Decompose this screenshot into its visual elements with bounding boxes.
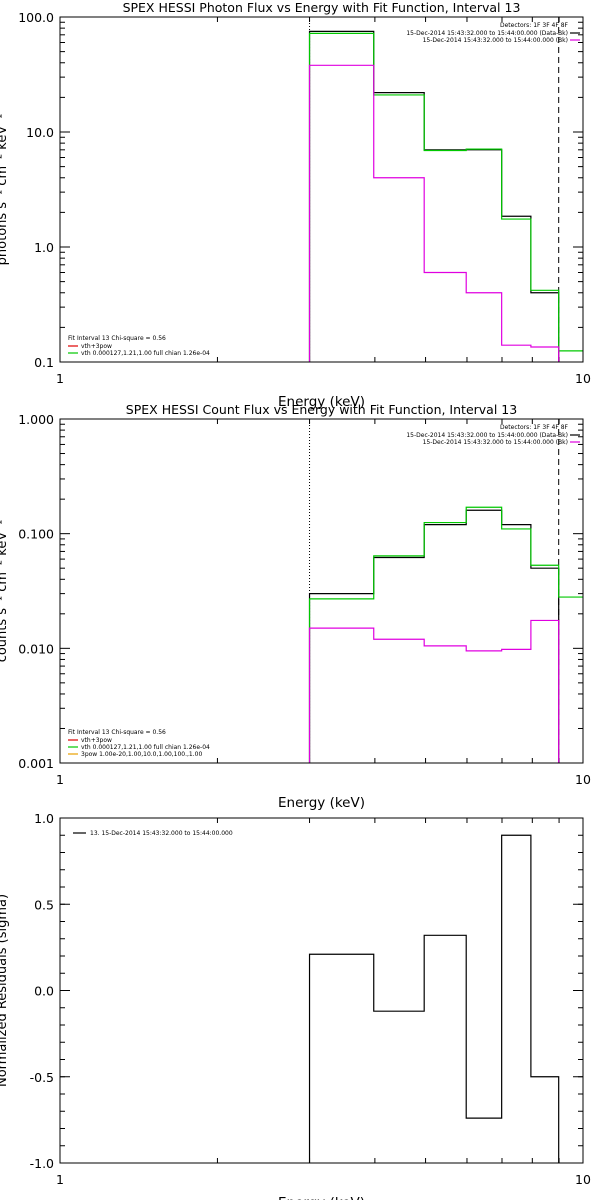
y-tick-label: 100.0	[18, 10, 54, 25]
x-axis-label: Energy (keV)	[278, 1195, 365, 1200]
legend-entry-text: 15-Dec-2014 15:43:32.000 to 15:44:00.000…	[406, 30, 568, 37]
fit-legend-entry: 3pow 1.00e-20,1.00,10.0,1.00,100.,1.00	[81, 751, 202, 758]
fit-legend: Fit Interval 13 Chi-square = 0.56vth+3po…	[68, 729, 210, 758]
y-tick-label: 1.0	[34, 240, 54, 255]
x-tick-label: 10	[575, 371, 591, 386]
y-axis-label: photons s⁻¹ cm⁻² keV⁻¹	[0, 114, 10, 266]
y-tick-label: -0.5	[30, 1070, 54, 1085]
series-3-step	[308, 64, 560, 362]
series-1-step	[308, 30, 560, 362]
y-tick-label: 0.1	[34, 355, 54, 370]
fit-legend-entry: vth+3pow	[81, 737, 112, 744]
x-axis-label: Energy (keV)	[278, 394, 365, 410]
legend-entry-text: 15-Dec-2014 15:43:32.000 to 15:44:00.000…	[423, 37, 568, 44]
series-group	[308, 30, 583, 362]
fit-legend: Fit Interval 13 Chi-square = 0.56vth+3po…	[68, 335, 210, 357]
y-tick-label: 1.0	[34, 811, 54, 826]
fit-legend-entry: vth+3pow	[81, 343, 112, 350]
legend-entry-text: 15-Dec-2014 15:43:32.000 to 15:44:00.000…	[406, 432, 568, 439]
y-tick-label: 0.5	[34, 897, 54, 912]
x-tick-label: 1	[56, 371, 64, 386]
fit-legend-header: Fit Interval 13 Chi-square = 0.56	[68, 729, 166, 736]
y-axis-label: counts s⁻¹ cm⁻² keV⁻¹	[0, 520, 10, 663]
x-axis-label: Energy (keV)	[278, 795, 365, 811]
y-tick-label: 0.100	[18, 527, 54, 542]
y-tick-label: 10.0	[26, 125, 54, 140]
series-group	[308, 506, 583, 763]
chart-panel-3: 1 10 -1.0 -0.5 0.0 0.5 1.0 Energy (keV) Normaliz…	[0, 811, 591, 1200]
y-axis-label: Normalized Residuals (sigma)	[0, 894, 10, 1087]
x-tick-label: 10	[575, 772, 591, 787]
x-tick-label: 10	[575, 1172, 591, 1187]
chart-title: SPEX HESSI Photon Flux vs Energy with Fi…	[123, 0, 521, 15]
legend-header: Detectors: 1F 3F 4F 8F	[500, 424, 569, 431]
y-tick-label: 0.0	[34, 984, 54, 999]
chart-panel-1: SPEX HESSI Photon Flux vs Energy with Fi…	[0, 0, 591, 410]
plot-frame	[59, 817, 584, 1164]
series-2-step	[308, 32, 583, 362]
series-group	[308, 834, 560, 1163]
legend-header: Detectors: 1F 3F 4F 8F	[500, 22, 569, 29]
x-tick-label: 1	[56, 1172, 64, 1187]
series-1-step	[308, 834, 560, 1163]
legend-entry-text: 13. 15-Dec-2014 15:43:32.000 to 15:44:00…	[90, 830, 233, 837]
x-tick-label: 1	[56, 772, 64, 787]
fit-legend-entry: vth 0.000127,1.21,1.00 full chian 1.26e-…	[81, 350, 210, 357]
series-1-step	[308, 509, 560, 763]
fit-legend-header: Fit Interval 13 Chi-square = 0.56	[68, 335, 166, 342]
top-legend: 13. 15-Dec-2014 15:43:32.000 to 15:44:00…	[73, 830, 233, 837]
series-3-step	[308, 619, 560, 763]
y-tick-label: 1.000	[18, 412, 54, 427]
legend-entry-text: 15-Dec-2014 15:43:32.000 to 15:44:00.000…	[423, 439, 568, 446]
y-tick-label: -1.0	[30, 1156, 54, 1171]
plot-frame	[59, 418, 584, 764]
y-tick-label: 0.010	[18, 641, 54, 656]
plot-frame	[59, 16, 584, 363]
chart-panel-2: SPEX HESSI Count Flux vs Energy with Fit…	[0, 402, 591, 811]
chart-title: SPEX HESSI Count Flux vs Energy with Fit…	[126, 402, 517, 417]
fit-legend-entry: vth 0.000127,1.21,1.00 full chian 1.26e-…	[81, 744, 210, 751]
series-2-step	[308, 506, 583, 763]
y-tick-label: 0.001	[18, 756, 54, 771]
